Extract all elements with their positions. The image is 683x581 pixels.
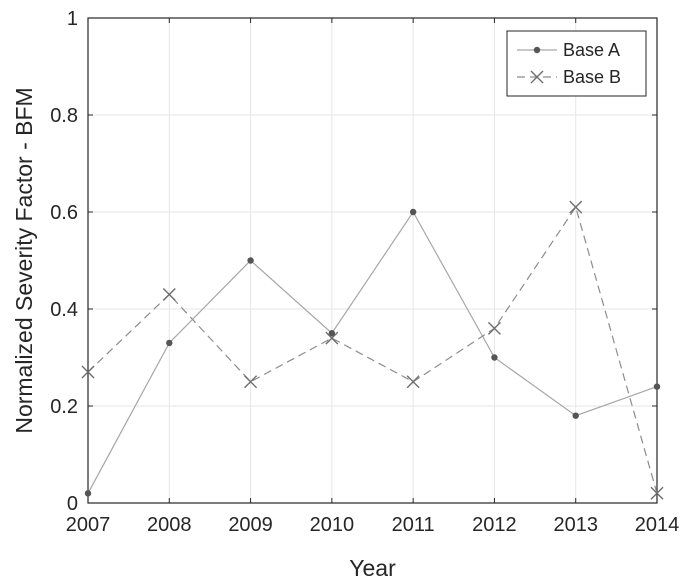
legend-box [506,30,647,97]
y-axis-title: Normalized Severity Factor - BFM [11,87,37,433]
y-tick-label: 0.4 [50,299,78,321]
data-point [409,208,417,216]
data-point [569,200,583,214]
data-point [247,257,254,264]
y-tick-label: 0.6 [50,202,78,224]
x-tick-label: 2007 [66,514,111,536]
data-point [166,339,173,347]
series-line [87,210,658,494]
axes: 2007 2008 2009 2010 2011 2012 2013 2014 0 0.2 0.4 0… [50,8,679,536]
x-tick-label: 2009 [228,514,273,536]
data-point [406,375,420,389]
data-point [653,383,661,390]
x-tick-label: 2013 [553,514,598,536]
series-base-a [84,208,661,497]
y-tick-label: 0.2 [50,396,78,418]
y-tick-label: 0 [67,493,78,515]
data-point [650,486,664,500]
x-tick-label: 2011 [392,514,435,536]
x-tick-label: 2012 [472,514,517,536]
data-point [572,412,579,419]
plot-area [87,17,658,504]
data-point [81,365,95,379]
data-point [162,287,176,301]
legend-marker [530,70,544,84]
data-point [244,375,258,389]
data-point [325,331,339,345]
data-point [491,354,498,361]
legend: Base A Base B [506,30,647,97]
data-point [328,330,336,337]
x-tick-label: 2014 [635,514,680,536]
data-point [84,490,92,497]
series-layer [81,200,664,500]
y-tick-label: 0.8 [50,105,78,127]
x-tick-label: 2008 [147,514,192,536]
x-tick-label: 2010 [310,514,355,536]
legend-label: Base B [563,67,621,87]
legend-marker [533,46,541,54]
x-axis-title: Year [349,555,396,581]
legend-label: Base A [563,40,620,60]
series-base-b [81,200,664,500]
series-line [87,205,658,494]
data-point [487,321,501,335]
y-tick-label: 1 [67,8,78,30]
